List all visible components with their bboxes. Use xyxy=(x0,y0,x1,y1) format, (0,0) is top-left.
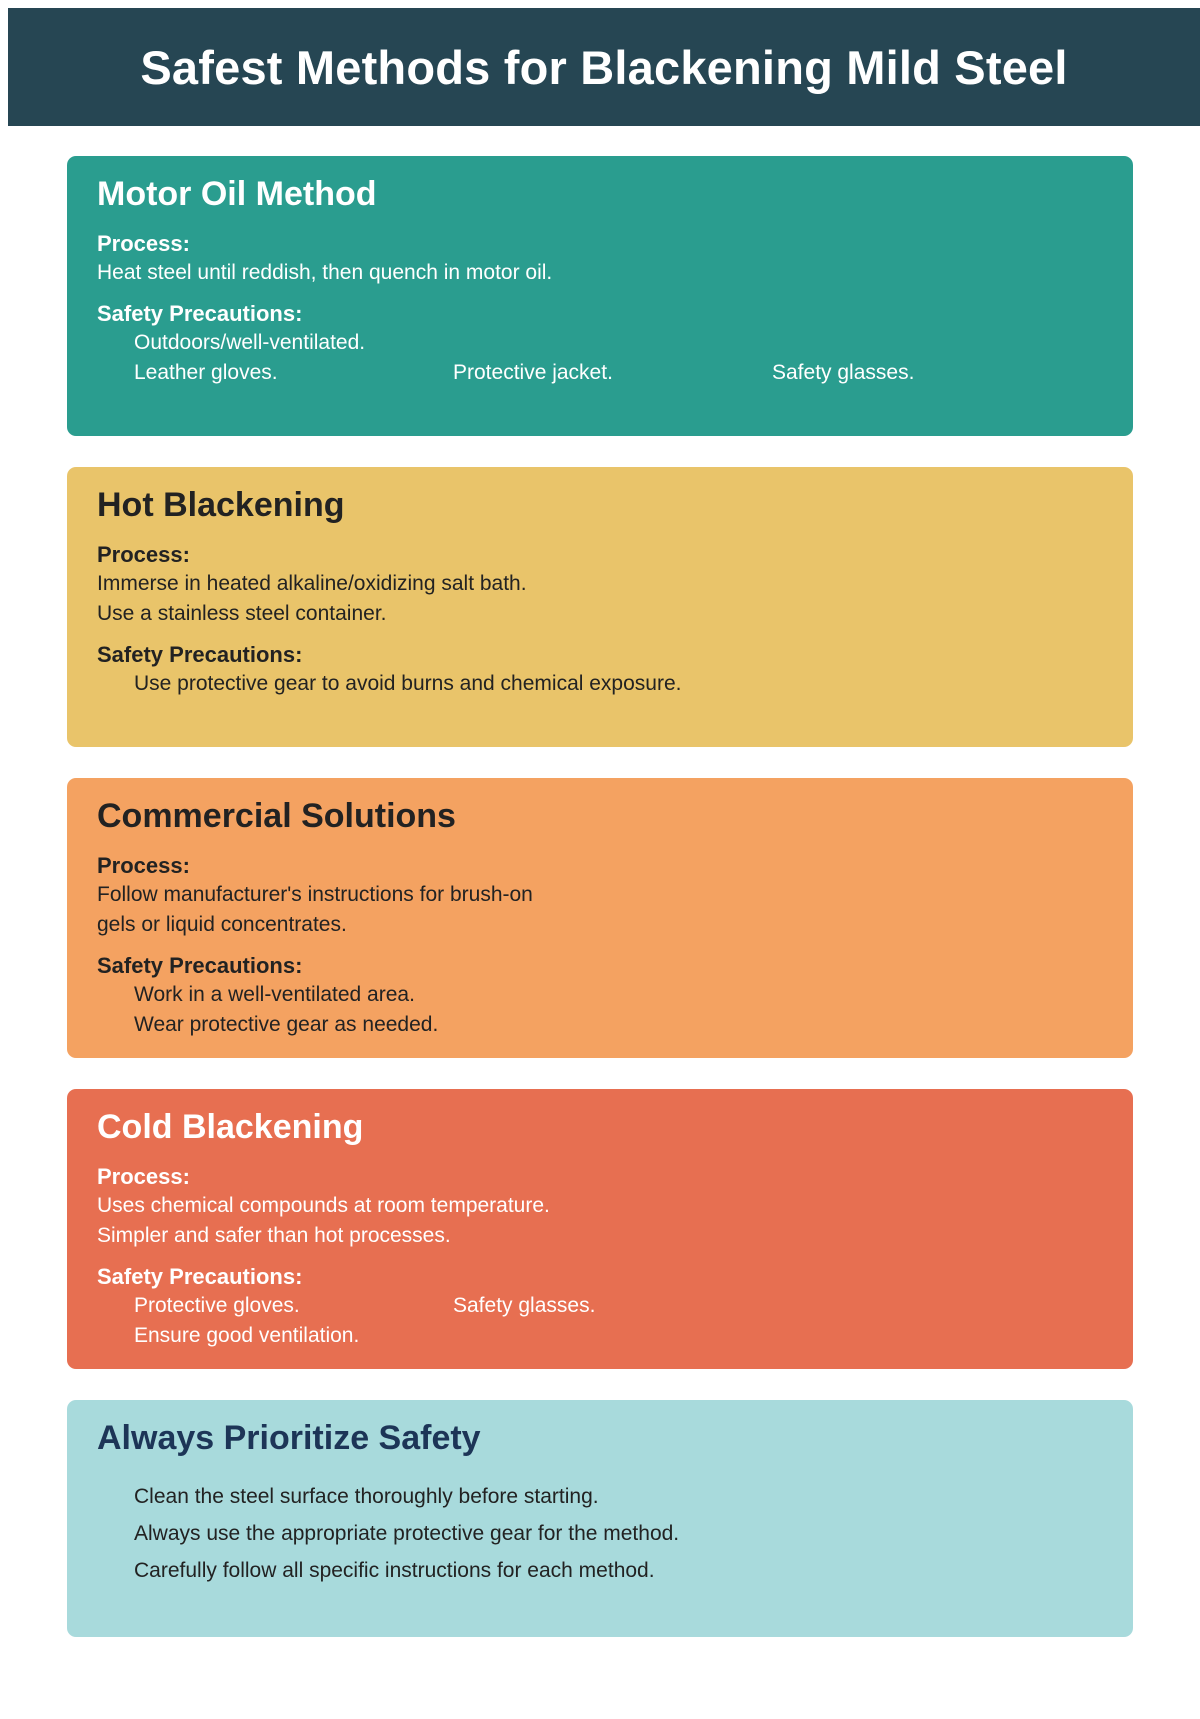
safety-list: Outdoors/well-ventilated. Leather gloves… xyxy=(97,328,1103,388)
safety-item: Safety glasses. xyxy=(772,361,915,384)
method-card-motor-oil: Motor Oil Method Process: Heat steel unt… xyxy=(67,156,1133,436)
safety-item: Protective jacket. xyxy=(453,361,613,384)
safety-label: Safety Precautions: xyxy=(97,1264,303,1289)
method-title: Commercial Solutions xyxy=(97,797,456,835)
safety-item: Safety glasses. xyxy=(453,1294,596,1317)
process-text: Follow manufacturer's instructions for b… xyxy=(97,883,533,906)
method-title: Cold Blackening xyxy=(97,1108,364,1146)
always-safety-title: Always Prioritize Safety xyxy=(97,1419,481,1457)
method-card-cold-blackening: Cold Blackening Process: Uses chemical c… xyxy=(67,1089,1133,1369)
safety-list: Use protective gear to avoid burns and c… xyxy=(97,669,1103,699)
safety-label: Safety Precautions: xyxy=(97,642,303,667)
always-safety-item: Always use the appropriate protective ge… xyxy=(134,1522,680,1545)
process-text: gels or liquid concentrates. xyxy=(97,913,347,936)
safety-label: Safety Precautions: xyxy=(97,301,303,326)
safety-item: Use protective gear to avoid burns and c… xyxy=(134,672,682,695)
method-card-hot-blackening: Hot Blackening Process: Immerse in heate… xyxy=(67,467,1133,747)
safety-list: Protective gloves. Safety glasses. Ensur… xyxy=(97,1291,1103,1351)
method-card-commercial-solutions: Commercial Solutions Process: Follow man… xyxy=(67,778,1133,1058)
method-title: Hot Blackening xyxy=(97,486,345,524)
safety-item: Ensure good ventilation. xyxy=(134,1324,360,1347)
safety-item: Protective gloves. xyxy=(134,1294,300,1317)
process-text: Use a stainless steel container. xyxy=(97,602,387,625)
always-safety-item: Clean the steel surface thoroughly befor… xyxy=(134,1485,599,1508)
process-text: Immerse in heated alkaline/oxidizing sal… xyxy=(97,572,527,595)
safety-item: Leather gloves. xyxy=(134,361,278,384)
always-safety-card: Always Prioritize Safety Clean the steel… xyxy=(67,1400,1133,1637)
safety-item: Work in a well-ventilated area. xyxy=(134,983,415,1006)
page-header: Safest Methods for Blackening Mild Steel xyxy=(8,8,1200,126)
safety-list: Work in a well-ventilated area. Wear pro… xyxy=(97,980,1103,1040)
process-label: Process: xyxy=(97,853,190,878)
page-title: Safest Methods for Blackening Mild Steel xyxy=(140,40,1068,94)
process-text: Simpler and safer than hot processes. xyxy=(97,1224,451,1247)
process-text: Heat steel until reddish, then quench in… xyxy=(97,261,553,284)
process-label: Process: xyxy=(97,231,190,256)
safety-label: Safety Precautions: xyxy=(97,953,303,978)
safety-item: Wear protective gear as needed. xyxy=(134,1013,439,1036)
process-text: Uses chemical compounds at room temperat… xyxy=(97,1194,550,1217)
process-label: Process: xyxy=(97,1164,190,1189)
always-safety-list: Clean the steel surface thoroughly befor… xyxy=(97,1478,1103,1589)
safety-item: Outdoors/well-ventilated. xyxy=(134,331,366,354)
always-safety-item: Carefully follow all specific instructio… xyxy=(134,1559,655,1582)
method-title: Motor Oil Method xyxy=(97,175,377,213)
process-label: Process: xyxy=(97,542,190,567)
